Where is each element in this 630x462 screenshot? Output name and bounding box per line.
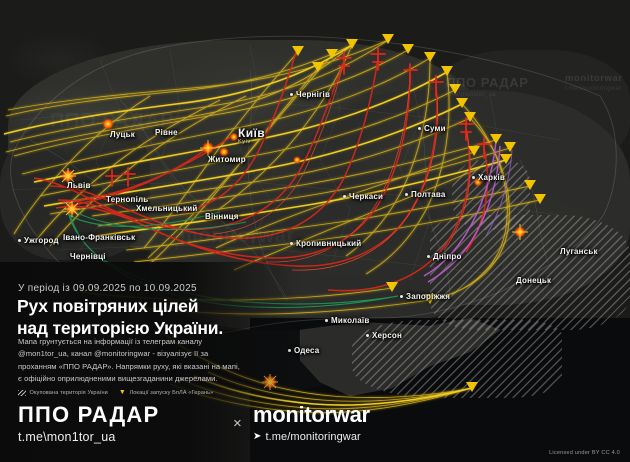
description-line-4: є офіційно оприлюдненими вищезгаданини д… bbox=[18, 373, 218, 383]
description-line-3: проханням «ППО РАДАР». Напрямки руху, як… bbox=[18, 361, 240, 371]
headline-line-2: над територією України. bbox=[17, 318, 223, 339]
period-label: У період із 09.09.2025 по 10.09.2025 bbox=[18, 283, 197, 294]
occupied-territory-overlay bbox=[430, 215, 630, 330]
hatch-swatch-icon bbox=[18, 389, 26, 396]
missile-track-group-red-thin bbox=[213, 61, 471, 271]
triangle-marker-icon: ▼ bbox=[118, 389, 126, 396]
track-group-magenta bbox=[423, 141, 501, 283]
telegram-icon: ➤ bbox=[253, 431, 262, 442]
legend-item-occupied: Окупована територія України bbox=[18, 389, 108, 396]
brand-handle-right[interactable]: ➤ t.me/monitoringwar bbox=[253, 431, 370, 443]
legend-item-launch: ▼ Локації запуску БпЛА «Герань» bbox=[119, 389, 213, 396]
brand-handle-right-text: t.me/monitoringwar bbox=[265, 431, 361, 443]
brand-handle-left[interactable]: t.me\mon1tor_ua bbox=[18, 430, 116, 444]
description-line-1: Мапа грунтується на інформації із телегр… bbox=[18, 337, 203, 346]
brand-ppo-radar[interactable]: ППО РАДАР t.me\mon1tor_ua bbox=[18, 402, 160, 445]
intercept-cross-group bbox=[105, 47, 492, 187]
legend-label-launch: Локації запуску БпЛА «Герань» bbox=[129, 389, 214, 396]
map-legend: Окупована територія України ▼ Локації за… bbox=[18, 389, 213, 396]
brand-separator-icon: × bbox=[233, 415, 242, 432]
brand-monitorwar[interactable]: monitorwar ➤ t.me/monitoringwar bbox=[253, 402, 370, 444]
headline-line-1: Рух повітряних цілей bbox=[17, 296, 199, 316]
occupied-territory-overlay bbox=[352, 320, 562, 398]
license-text: Licensed under BY CC 4.0 bbox=[549, 450, 620, 456]
track-group-violet bbox=[485, 149, 513, 237]
description-text: Мапа грунтується на інформації із телегр… bbox=[18, 336, 286, 385]
brand-name-right: monitorwar bbox=[253, 402, 370, 427]
launch-marker-group bbox=[292, 34, 546, 392]
page-title: Рух повітряних цілей над територією Укра… bbox=[17, 295, 307, 339]
description-line-2: @mon1tor_ua, канал @monitoringwar - візу… bbox=[18, 349, 209, 359]
brand-name-left: ППО РАДАР bbox=[18, 402, 160, 427]
legend-label-occupied: Окупована територія України bbox=[29, 389, 108, 396]
